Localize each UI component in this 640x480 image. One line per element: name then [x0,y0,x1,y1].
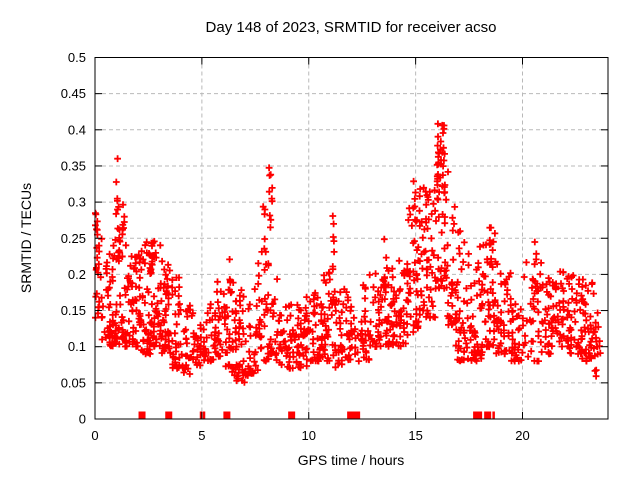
y-axis-label: SRMTID / TECUs [18,183,34,293]
chart-title: Day 148 of 2023, SRMTID for receiver acs… [206,19,497,36]
x-tick-labels: 0 5 10 15 20 [91,428,529,443]
tick-label-text: 0.4 [68,122,86,137]
zero-marker-square [492,411,495,419]
tick-label-text: 0 [79,412,86,427]
tick-label-text: 0.3 [68,195,86,210]
y-tick-labels: 0 0.05 0.1 0.15 0.2 0.25 0.3 0.35 0.4 0.45 0.5 [61,50,86,427]
tick-label-text: 0.25 [61,231,86,246]
tick-label-text: 20 [515,428,529,443]
tick-label-text: 10 [302,428,316,443]
x-axis-label: GPS time / hours [298,452,405,468]
zero-value-markers [138,411,495,419]
zero-marker-square [473,411,483,419]
zero-marker-square [138,411,146,419]
plot-border [94,57,609,420]
zero-marker-square [165,411,173,419]
tick-label-text: 0.15 [61,303,86,318]
zero-marker-square [484,411,492,419]
tick-label-text: 15 [408,428,422,443]
zero-marker-square [202,411,206,419]
tick-label-text: 0.45 [61,86,86,101]
tick-label-text: 0.05 [61,375,86,390]
zero-marker-square [288,411,296,419]
scatter-points [92,120,604,386]
tick-label-text: 0.35 [61,158,86,173]
tick-label-text: 5 [198,428,205,443]
tick-label-text: 0.1 [68,339,86,354]
zero-marker-square [347,411,361,419]
tick-label-text: 0.5 [68,50,86,65]
zero-marker-square [223,411,231,419]
tick-label-text: 0 [91,428,98,443]
zero-marker-square [199,411,203,419]
tick-label-text: 0.2 [68,267,86,282]
